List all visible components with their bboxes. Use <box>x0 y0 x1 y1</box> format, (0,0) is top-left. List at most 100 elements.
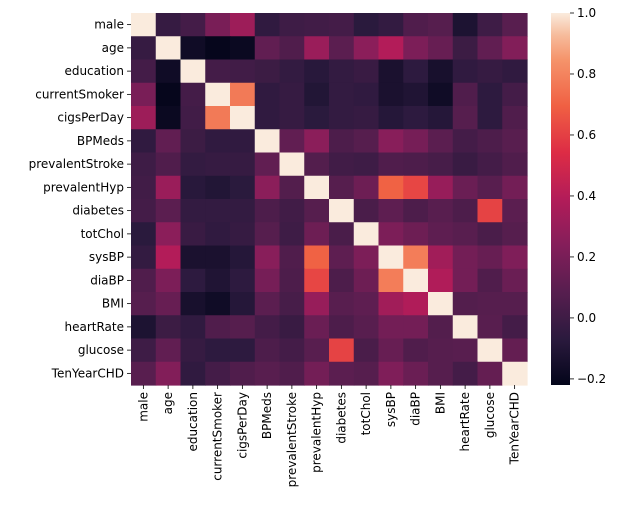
heatmap-cell-age-sysBP <box>378 36 404 61</box>
heatmap-cell-TenYearCHD-TenYearCHD <box>502 361 528 386</box>
x-tick-label: diabetes <box>334 392 348 444</box>
heatmap-cell-male-cigsPerDay <box>230 13 256 37</box>
heatmap-cell-currentSmoker-heartRate <box>452 82 479 107</box>
x-tick-label: currentSmoker <box>211 392 225 481</box>
heatmap-cell-BMI-sysBP <box>378 292 404 316</box>
heatmap-cell-education-sysBP <box>378 59 404 84</box>
heatmap-cell-male-BMI <box>428 13 454 37</box>
heatmap-cell-education-prevalentStroke <box>279 59 305 84</box>
heatmap-cell-sysBP-male <box>131 245 157 270</box>
heatmap-cell-diaBP-diaBP <box>403 268 429 293</box>
heatmap-cell-BMI-prevalentHyp <box>304 292 330 316</box>
heatmap-cell-education-diabetes <box>329 59 355 84</box>
heatmap-cell-sysBP-education <box>180 245 206 270</box>
x-tick-label: age <box>161 392 175 414</box>
heatmap-cell-education-TenYearCHD <box>502 59 528 84</box>
heatmap-cell-age-glucose <box>477 36 503 61</box>
heatmap-cell-prevalentStroke-sysBP <box>378 152 404 177</box>
heatmap-cell-glucose-heartRate <box>452 338 479 363</box>
heatmap-cell-heartRate-education <box>180 315 206 340</box>
heatmap-cell-diabetes-BPMeds <box>254 199 281 223</box>
heatmap-cell-TenYearCHD-prevalentStroke <box>279 361 305 386</box>
heatmap-cell-BMI-currentSmoker <box>205 292 231 316</box>
colorbar-tick-label: −0.2 <box>577 372 606 386</box>
x-tick-label: BPMeds <box>260 392 274 439</box>
heatmap-cell-prevalentHyp-totChol <box>353 175 380 200</box>
heatmap-cell-totChol-sysBP <box>378 222 404 247</box>
y-tick-label: diabetes <box>72 204 124 218</box>
heatmap-cell-cigsPerDay-sysBP <box>378 106 404 130</box>
x-tick-label: diaBP <box>409 392 423 426</box>
heatmap-cell-prevalentStroke-education <box>180 152 206 177</box>
heatmap-cell-education-cigsPerDay <box>230 59 256 84</box>
heatmap-cell-totChol-TenYearCHD <box>502 222 528 247</box>
heatmap-cell-diabetes-age <box>155 199 182 223</box>
heatmap-cell-TenYearCHD-totChol <box>353 361 380 386</box>
heatmap-cell-cigsPerDay-diabetes <box>329 106 355 130</box>
heatmap-cell-heartRate-BMI <box>428 315 454 340</box>
heatmap-cell-diabetes-TenYearCHD <box>502 199 528 223</box>
heatmap-cell-TenYearCHD-BPMeds <box>254 361 281 386</box>
x-tick-label: prevalentStroke <box>285 392 299 487</box>
heatmap-cell-diaBP-prevalentStroke <box>279 268 305 293</box>
heatmap-cell-glucose-education <box>180 338 206 363</box>
y-tick-label: currentSmoker <box>35 87 124 101</box>
x-tick-label: glucose <box>483 392 497 438</box>
heatmap-cell-age-TenYearCHD <box>502 36 528 61</box>
heatmap-cell-totChol-heartRate <box>452 222 479 247</box>
heatmap-cell-heartRate-heartRate <box>452 315 479 340</box>
heatmap-cell-heartRate-glucose <box>477 315 503 340</box>
heatmap-cell-currentSmoker-BMI <box>428 82 454 107</box>
heatmap-cell-glucose-diaBP <box>403 338 429 363</box>
heatmap-cell-male-currentSmoker <box>205 13 231 37</box>
heatmap-cell-glucose-age <box>155 338 182 363</box>
heatmap-cell-male-diaBP <box>403 13 429 37</box>
heatmap-cell-prevalentHyp-TenYearCHD <box>502 175 528 200</box>
heatmap-cell-sysBP-currentSmoker <box>205 245 231 270</box>
heatmap-cell-age-prevalentHyp <box>304 36 330 61</box>
heatmap-cell-male-prevalentHyp <box>304 13 330 37</box>
heatmap-cell-prevalentHyp-age <box>155 175 182 200</box>
heatmap-cell-BPMeds-currentSmoker <box>205 129 231 154</box>
heatmap-cell-diaBP-glucose <box>477 268 503 293</box>
heatmap-cell-cigsPerDay-currentSmoker <box>205 106 231 130</box>
heatmap-cell-BPMeds-BPMeds <box>254 129 281 154</box>
heatmap-cell-diaBP-TenYearCHD <box>502 268 528 293</box>
heatmap-cell-sysBP-BMI <box>428 245 454 270</box>
heatmap-cell-diaBP-diabetes <box>329 268 355 293</box>
heatmap-cell-prevalentHyp-diaBP <box>403 175 429 200</box>
y-tick-label: heartRate <box>65 320 125 334</box>
heatmap-cell-heartRate-prevalentHyp <box>304 315 330 340</box>
heatmap-cell-totChol-cigsPerDay <box>230 222 256 247</box>
heatmap-cell-education-diaBP <box>403 59 429 84</box>
heatmap-cell-cigsPerDay-age <box>155 106 182 130</box>
heatmap-cells <box>131 13 528 386</box>
heatmap-cell-currentSmoker-cigsPerDay <box>230 82 256 107</box>
heatmap-cell-TenYearCHD-cigsPerDay <box>230 361 256 386</box>
heatmap-cell-glucose-prevalentHyp <box>304 338 330 363</box>
x-tick-label: TenYearCHD <box>508 392 522 465</box>
heatmap-cell-prevalentStroke-prevalentStroke <box>279 152 305 177</box>
colorbar-tick-label: 0.4 <box>577 189 596 203</box>
heatmap-cell-cigsPerDay-education <box>180 106 206 130</box>
heatmap-cell-education-education <box>180 59 206 84</box>
heatmap-cell-currentSmoker-totChol <box>353 82 380 107</box>
heatmap-cell-totChol-currentSmoker <box>205 222 231 247</box>
heatmap-cell-diaBP-BPMeds <box>254 268 281 293</box>
heatmap-cell-age-BPMeds <box>254 36 281 61</box>
heatmap-cell-BMI-male <box>131 292 157 316</box>
heatmap-cell-diabetes-diaBP <box>403 199 429 223</box>
heatmap-cell-glucose-currentSmoker <box>205 338 231 363</box>
heatmap-cell-male-glucose <box>477 13 503 37</box>
heatmap-cell-prevalentHyp-glucose <box>477 175 503 200</box>
heatmap-cell-diaBP-male <box>131 268 157 293</box>
heatmap-cell-cigsPerDay-heartRate <box>452 106 479 130</box>
heatmap-cell-male-totChol <box>353 13 380 37</box>
heatmap-cell-diabetes-heartRate <box>452 199 479 223</box>
heatmap-cell-cigsPerDay-prevalentStroke <box>279 106 305 130</box>
heatmap-cell-glucose-glucose <box>477 338 503 363</box>
heatmap-cell-TenYearCHD-diaBP <box>403 361 429 386</box>
heatmap-cell-prevalentStroke-male <box>131 152 157 177</box>
heatmap-cell-heartRate-TenYearCHD <box>502 315 528 340</box>
colorbar-ticks: −0.2 0.0 0.2 0.4 0.6 0.8 1.0 <box>570 6 606 386</box>
